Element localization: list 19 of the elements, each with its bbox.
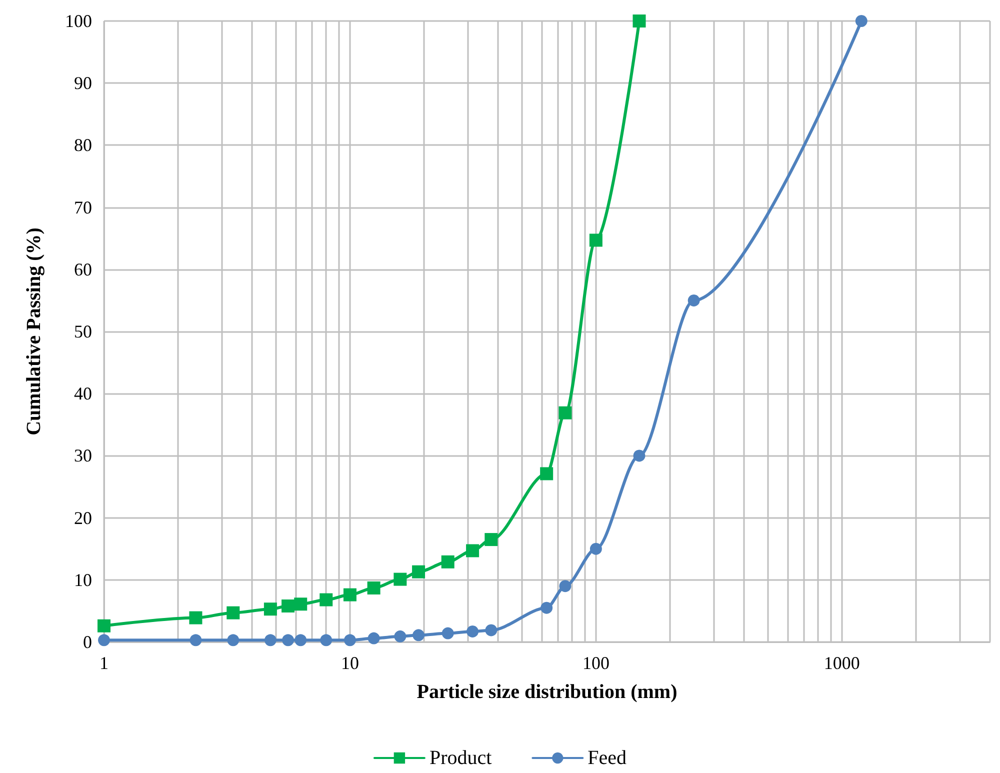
y-tick-label: 90 — [74, 73, 92, 94]
x-tick-label: 1 — [100, 653, 108, 673]
y-tick-label: 80 — [74, 135, 92, 156]
y-tick-label: 100 — [65, 11, 92, 31]
y-tick-label: 40 — [74, 384, 92, 404]
y-tick-label: 70 — [74, 197, 92, 218]
x-tick-label: 10 — [340, 653, 359, 673]
y-axis-title: Cumulative Passing (%) — [23, 228, 45, 436]
x-axis-title: Particle size distribution (mm) — [416, 681, 678, 703]
legend-label: Product — [429, 747, 492, 769]
y-tick-label: 10 — [74, 570, 92, 590]
y-tick-label: 20 — [74, 508, 92, 528]
legend-label: Feed — [588, 747, 627, 769]
y-tick-label: 30 — [74, 446, 92, 466]
y-tick-label: 50 — [74, 322, 92, 342]
y-tick-label: 0 — [83, 632, 92, 652]
y-tick-label: 60 — [74, 259, 92, 280]
x-tick-label: 100 — [582, 653, 610, 673]
x-tick-label: 1000 — [824, 653, 860, 673]
